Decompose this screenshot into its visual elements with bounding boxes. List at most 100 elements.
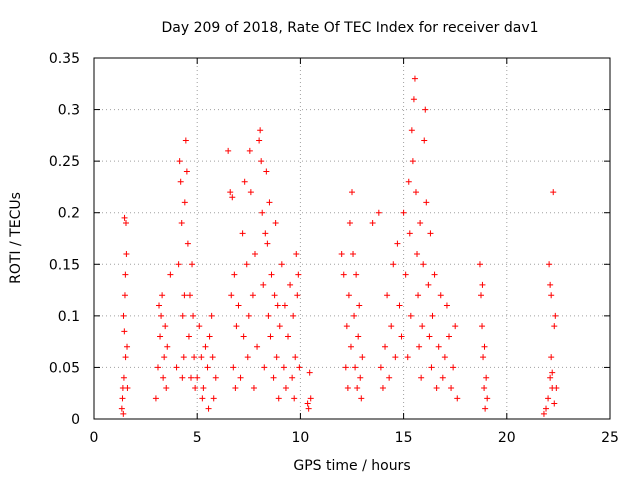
data-point: [483, 374, 490, 381]
data-point: [357, 374, 364, 381]
data-point: [257, 127, 264, 134]
data-point: [402, 271, 409, 278]
data-point: [189, 261, 196, 268]
data-point: [307, 395, 314, 402]
y-tick-label: 0.25: [49, 154, 80, 170]
data-point: [272, 220, 279, 227]
data-point: [358, 395, 365, 402]
data-point: [304, 400, 311, 407]
data-point: [237, 374, 244, 381]
data-point: [427, 230, 434, 237]
data-point: [347, 343, 354, 350]
data-point: [479, 323, 486, 330]
data-point: [443, 302, 450, 309]
data-point: [175, 261, 182, 268]
data-point: [246, 147, 253, 154]
data-point: [548, 292, 555, 299]
data-point: [540, 410, 547, 417]
data-point: [551, 323, 558, 330]
data-point: [265, 312, 272, 319]
data-point: [415, 292, 422, 299]
data-point: [290, 312, 297, 319]
data-point: [177, 178, 184, 185]
data-point: [306, 369, 313, 376]
data-point: [552, 312, 559, 319]
data-point: [405, 178, 412, 185]
x-tick-label: 25: [601, 430, 619, 446]
data-point: [289, 374, 296, 381]
data-point: [123, 250, 130, 257]
data-point: [388, 323, 395, 330]
data-point: [421, 137, 428, 144]
data-point: [194, 374, 201, 381]
data-point: [235, 302, 242, 309]
data-point: [268, 271, 275, 278]
data-point: [446, 333, 453, 340]
y-tick-label: 0.3: [58, 103, 80, 119]
data-point: [259, 209, 266, 216]
data-point: [225, 147, 232, 154]
data-point: [296, 364, 303, 371]
data-point: [266, 199, 273, 206]
data-point: [377, 364, 384, 371]
data-point: [292, 354, 299, 361]
data-point: [160, 374, 167, 381]
data-point: [119, 395, 126, 402]
data-point: [293, 250, 300, 257]
data-point: [152, 395, 159, 402]
data-point: [479, 281, 486, 288]
data-point: [118, 405, 125, 412]
x-tick-label: 20: [498, 430, 516, 446]
data-point: [181, 199, 188, 206]
data-point: [342, 364, 349, 371]
data-point: [200, 385, 207, 392]
data-point: [227, 189, 234, 196]
data-point: [260, 281, 267, 288]
data-point: [411, 75, 418, 82]
data-point: [122, 354, 129, 361]
data-point: [429, 312, 436, 319]
x-tick-label: 15: [395, 430, 413, 446]
data-point: [480, 354, 487, 361]
data-point: [192, 385, 199, 392]
data-point: [233, 323, 240, 330]
x-tick-label: 5: [193, 430, 202, 446]
data-point: [182, 137, 189, 144]
data-point: [396, 302, 403, 309]
data-point: [124, 385, 131, 392]
data-point: [156, 302, 163, 309]
data-points: [118, 75, 560, 417]
data-point: [120, 410, 127, 417]
x-tick-label: 10: [291, 430, 309, 446]
data-point: [191, 354, 198, 361]
data-point: [159, 292, 166, 299]
data-point: [355, 333, 362, 340]
data-point: [185, 333, 192, 340]
data-point: [481, 343, 488, 350]
data-point: [278, 261, 285, 268]
data-point: [209, 354, 216, 361]
data-point: [343, 323, 350, 330]
data-point: [450, 364, 457, 371]
data-point: [198, 354, 205, 361]
data-point: [423, 199, 430, 206]
data-point: [420, 261, 427, 268]
data-point: [180, 354, 187, 361]
data-point: [408, 127, 415, 134]
data-point: [547, 374, 554, 381]
data-point: [212, 374, 219, 381]
data-point: [263, 168, 270, 175]
data-point: [274, 302, 281, 309]
data-point: [291, 395, 298, 402]
data-point: [210, 395, 217, 402]
y-tick-label: 0.05: [49, 360, 80, 376]
data-point: [549, 369, 556, 376]
data-point: [548, 354, 555, 361]
data-point: [351, 312, 358, 319]
data-point: [183, 168, 190, 175]
data-point: [282, 385, 289, 392]
data-point: [340, 271, 347, 278]
data-point: [122, 271, 129, 278]
data-point: [428, 364, 435, 371]
data-point: [481, 385, 488, 392]
